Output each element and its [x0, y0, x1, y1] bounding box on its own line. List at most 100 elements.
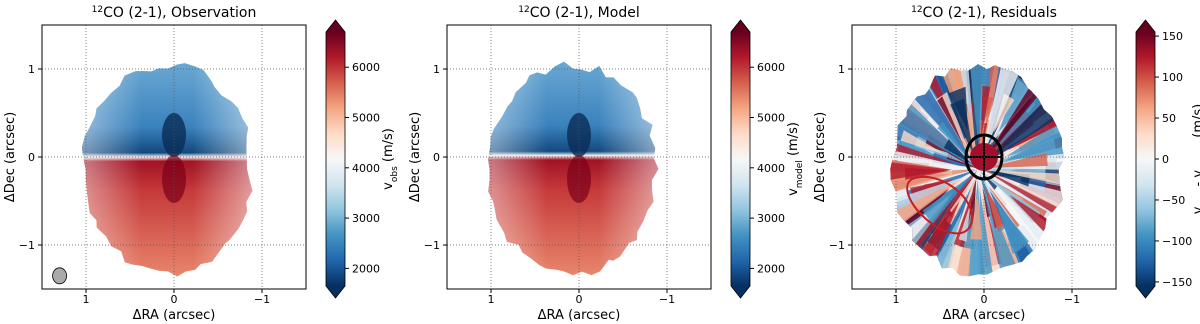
colorbar	[326, 32, 345, 286]
residual-streak	[979, 187, 995, 277]
y-tick-label: 1	[28, 63, 35, 76]
residual-streak	[1001, 181, 1059, 220]
residual-streak	[998, 76, 1036, 133]
colorbar	[731, 32, 750, 286]
colorbar-tick-label: −150	[1162, 276, 1192, 289]
colorbar-label-part: v	[1191, 206, 1200, 214]
colorbar	[1136, 32, 1155, 286]
colorbar-label-part: (m/s)	[381, 128, 396, 166]
colorbar-tick-label: 50	[1162, 112, 1176, 125]
velocity-core	[162, 113, 186, 157]
residual-streak	[904, 167, 950, 180]
colorbar-label-part: - v	[1191, 170, 1200, 191]
colorbar-tick-label: 6000	[757, 61, 785, 74]
colorbar-tick-label: 2000	[352, 262, 380, 275]
beam	[52, 267, 67, 285]
colorbar-tick-label: 3000	[352, 212, 380, 225]
residual-streak	[943, 139, 972, 164]
colorbar-frame	[730, 19, 751, 299]
residual-streak	[993, 170, 1065, 188]
colorbar-tick-label: 5000	[757, 112, 785, 125]
residual-streak	[981, 64, 1020, 159]
residual-streak	[991, 174, 1065, 221]
residual-streak	[900, 130, 947, 156]
residual-streak	[922, 175, 972, 225]
colorbar-extend	[326, 20, 345, 32]
colorbar-extend	[1136, 20, 1155, 32]
y-tick-label: −1	[19, 239, 35, 252]
y-tick-label: 0	[838, 151, 845, 164]
chart-title: 12CO (2-1), Observation	[92, 5, 257, 21]
y-tick-label: −1	[424, 239, 440, 252]
x-tick-label: 1	[83, 293, 90, 306]
chart-title: 12CO (2-1), Model	[518, 5, 639, 21]
colorbar-label-part: v	[786, 188, 801, 196]
residual-streak	[988, 183, 1007, 208]
colorbar-label-part: obs	[390, 166, 400, 182]
x-tick-label: 0	[576, 293, 583, 306]
residual-streak	[937, 121, 971, 161]
residual-streak	[946, 151, 978, 169]
colorbar-extend	[731, 20, 750, 32]
colorbar-frame	[325, 19, 346, 299]
y-tick-label: 0	[433, 151, 440, 164]
x-axis-label: ΔRA (arcsec)	[133, 308, 216, 323]
y-axis-label: ΔDec (arcsec)	[408, 112, 423, 202]
colorbar-label: vobs - vmodel (m/s)	[1191, 104, 1200, 214]
residual-streak	[970, 192, 983, 240]
colorbar-tick-label: 6000	[352, 61, 380, 74]
x-tick-label: −1	[659, 293, 675, 306]
axes-frame	[446, 24, 712, 290]
colorbar-extend	[731, 286, 750, 298]
title-superscript: 12	[518, 5, 529, 15]
title-text: CO (2-1), Observation	[103, 5, 256, 21]
colorbar-label-part: model	[795, 160, 805, 188]
residual-streak	[1004, 121, 1065, 161]
y-axis-label: ΔDec (arcsec)	[3, 112, 18, 202]
colorbar-tick-label: 5000	[352, 112, 380, 125]
x-tick-label: −1	[1064, 293, 1080, 306]
velocity-core	[567, 113, 591, 157]
x-tick-label: −1	[254, 293, 270, 306]
colorbar-tick-label: 150	[1162, 30, 1183, 43]
colorbar-tick-label: 2000	[757, 262, 785, 275]
colorbar-label: vmodel (m/s)	[786, 122, 805, 196]
y-tick-label: 0	[28, 151, 35, 164]
residual-streak	[890, 178, 963, 233]
residual-streak	[993, 93, 1015, 133]
y-tick-label: 1	[433, 63, 440, 76]
region-contour	[906, 176, 974, 235]
colorbar-label-part: v	[381, 182, 396, 190]
chart-title: 12CO (2-1), Residuals	[911, 5, 1057, 21]
residual-streak	[1005, 102, 1065, 157]
residual-streak	[980, 85, 991, 140]
axes-frame	[41, 24, 307, 290]
residual-streak	[927, 169, 978, 240]
axes-frame	[851, 24, 1117, 290]
colorbar-tick-label: 4000	[352, 162, 380, 175]
x-axis-label: ΔRA (arcsec)	[538, 308, 621, 323]
y-tick-label: −1	[829, 239, 845, 252]
colorbar-tick-label: −100	[1162, 235, 1192, 248]
residual-streak	[919, 200, 960, 266]
colorbar-tick-label: 0	[1162, 153, 1169, 166]
residual-streak	[950, 98, 974, 156]
title-superscript: 12	[911, 5, 922, 15]
y-axis-label: ΔDec (arcsec)	[813, 112, 828, 202]
colorbar-extend	[326, 286, 345, 298]
x-tick-label: 1	[893, 293, 900, 306]
residual-streak	[995, 201, 1029, 255]
residual-streak	[890, 158, 950, 185]
colorbar-tick-label: 3000	[757, 212, 785, 225]
title-text: CO (2-1), Residuals	[923, 5, 1057, 21]
colorbar-label: vobs (m/s)	[381, 128, 400, 190]
residual-streak	[890, 138, 955, 164]
y-tick-label: 1	[838, 63, 845, 76]
colorbar-tick-label: −50	[1162, 194, 1185, 207]
colorbar-label-part: (m/s)	[1191, 104, 1200, 142]
residual-streak	[1008, 194, 1056, 237]
title-superscript: 12	[92, 5, 103, 15]
residual-streak	[979, 175, 1002, 277]
x-axis-label: ΔRA (arcsec)	[943, 308, 1026, 323]
